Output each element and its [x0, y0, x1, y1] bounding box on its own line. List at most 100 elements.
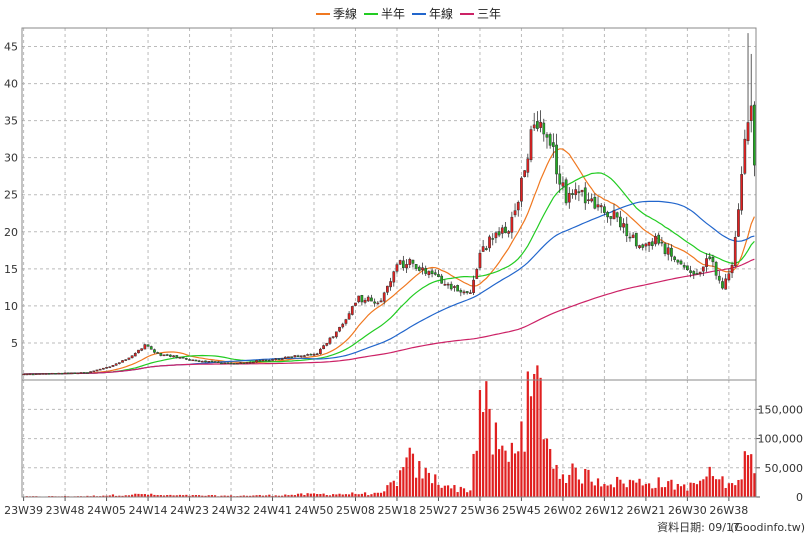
x-tick-label: 24W41 — [253, 504, 292, 517]
volume-bar — [475, 450, 478, 497]
volume-bar — [750, 454, 753, 497]
volume-bar — [354, 493, 357, 497]
ma-line-0 — [23, 148, 755, 375]
volume-bar — [711, 476, 715, 497]
candle-body — [287, 356, 290, 359]
candle-body — [673, 256, 676, 260]
volume-bar — [226, 495, 229, 497]
candle-body — [513, 210, 517, 216]
candle-body — [229, 362, 233, 365]
candle-body — [133, 352, 137, 357]
candle-body — [504, 226, 507, 234]
candle-body — [676, 259, 680, 263]
volume-bar — [411, 453, 415, 497]
volume-bar — [536, 365, 539, 497]
candle-body — [41, 373, 45, 375]
volume-bar — [501, 445, 504, 497]
candle-body — [574, 189, 578, 195]
candle-body — [523, 170, 526, 177]
volume-bar — [421, 478, 424, 497]
candle-body — [571, 193, 574, 195]
volume-bar — [606, 485, 609, 497]
candle-body — [437, 274, 440, 277]
x-tick-label: 24W23 — [170, 504, 209, 517]
x-tick-label: 23W39 — [4, 504, 43, 517]
candle-body — [711, 257, 715, 263]
candle-body — [312, 353, 316, 356]
volume-bar — [169, 494, 172, 497]
candle-body — [558, 173, 562, 185]
x-tick-label: 26W02 — [543, 504, 582, 517]
volume-bar — [118, 495, 121, 497]
volume-bar — [134, 493, 137, 497]
candle-body — [526, 158, 530, 173]
volume-bar — [545, 438, 549, 497]
volume-bar — [593, 485, 596, 497]
candle-body — [309, 353, 313, 356]
candle-body — [334, 331, 338, 338]
candle-body — [102, 367, 105, 370]
legend: 季線 半年 年線 三年 — [316, 6, 501, 21]
candle-body — [277, 358, 281, 361]
candle-body — [692, 271, 696, 275]
candle-body — [200, 360, 204, 363]
candle-body — [564, 179, 568, 204]
candle-body — [660, 241, 664, 244]
candle-body — [427, 271, 431, 276]
volume-bar — [373, 492, 376, 497]
candle-body — [484, 248, 488, 250]
price-tick-label: 20 — [4, 226, 18, 239]
candle-body — [162, 354, 166, 357]
x-tick-label: 24W14 — [129, 504, 168, 517]
volume-bar — [153, 494, 156, 497]
volume-tick-label: 150,000 — [758, 403, 804, 416]
candle-body — [551, 142, 555, 147]
candle-body — [469, 292, 472, 294]
candle-body — [606, 211, 609, 218]
candle-body — [331, 336, 335, 338]
candle-body — [354, 302, 357, 306]
candle-body — [622, 223, 625, 228]
volume-bar — [229, 495, 233, 497]
volume-bar — [724, 487, 727, 497]
volume-bar — [316, 494, 319, 497]
candle-body — [223, 362, 227, 364]
volume-bar — [440, 487, 443, 497]
candle-body — [408, 259, 412, 265]
volume-bar — [290, 494, 293, 497]
volume-bar — [466, 492, 469, 497]
volume-bar — [102, 495, 105, 497]
candle-body — [111, 365, 115, 367]
candle-body — [236, 362, 239, 365]
volume-bar — [708, 466, 711, 497]
candle-body — [143, 344, 147, 350]
candle-body — [657, 234, 661, 244]
volume-bar — [338, 493, 341, 497]
volume-bar — [683, 484, 686, 497]
volume-bar — [663, 487, 667, 497]
candle-body — [500, 227, 504, 234]
volume-bar — [111, 494, 115, 497]
candle-body — [95, 369, 99, 372]
volume-panel-border — [21, 379, 757, 498]
volume-grid — [22, 380, 756, 497]
volume-bar — [319, 494, 322, 497]
candle-body — [108, 366, 112, 369]
price-tick-label: 10 — [4, 300, 18, 313]
x-tick-label: 25W45 — [502, 504, 541, 517]
volume-bar — [660, 487, 663, 497]
volume-bar — [284, 494, 287, 497]
volume-bar — [651, 488, 654, 497]
candle-body — [376, 302, 380, 305]
volume-bar — [453, 485, 456, 497]
volume-bar — [670, 479, 673, 497]
volume-bar — [737, 479, 740, 497]
candle-body — [248, 361, 252, 364]
volume-bar — [647, 483, 651, 497]
volume-bar — [558, 478, 561, 497]
volume-bar — [657, 477, 660, 497]
volume-bar — [175, 495, 178, 497]
candle-body — [172, 355, 175, 358]
candle-body — [328, 337, 332, 344]
